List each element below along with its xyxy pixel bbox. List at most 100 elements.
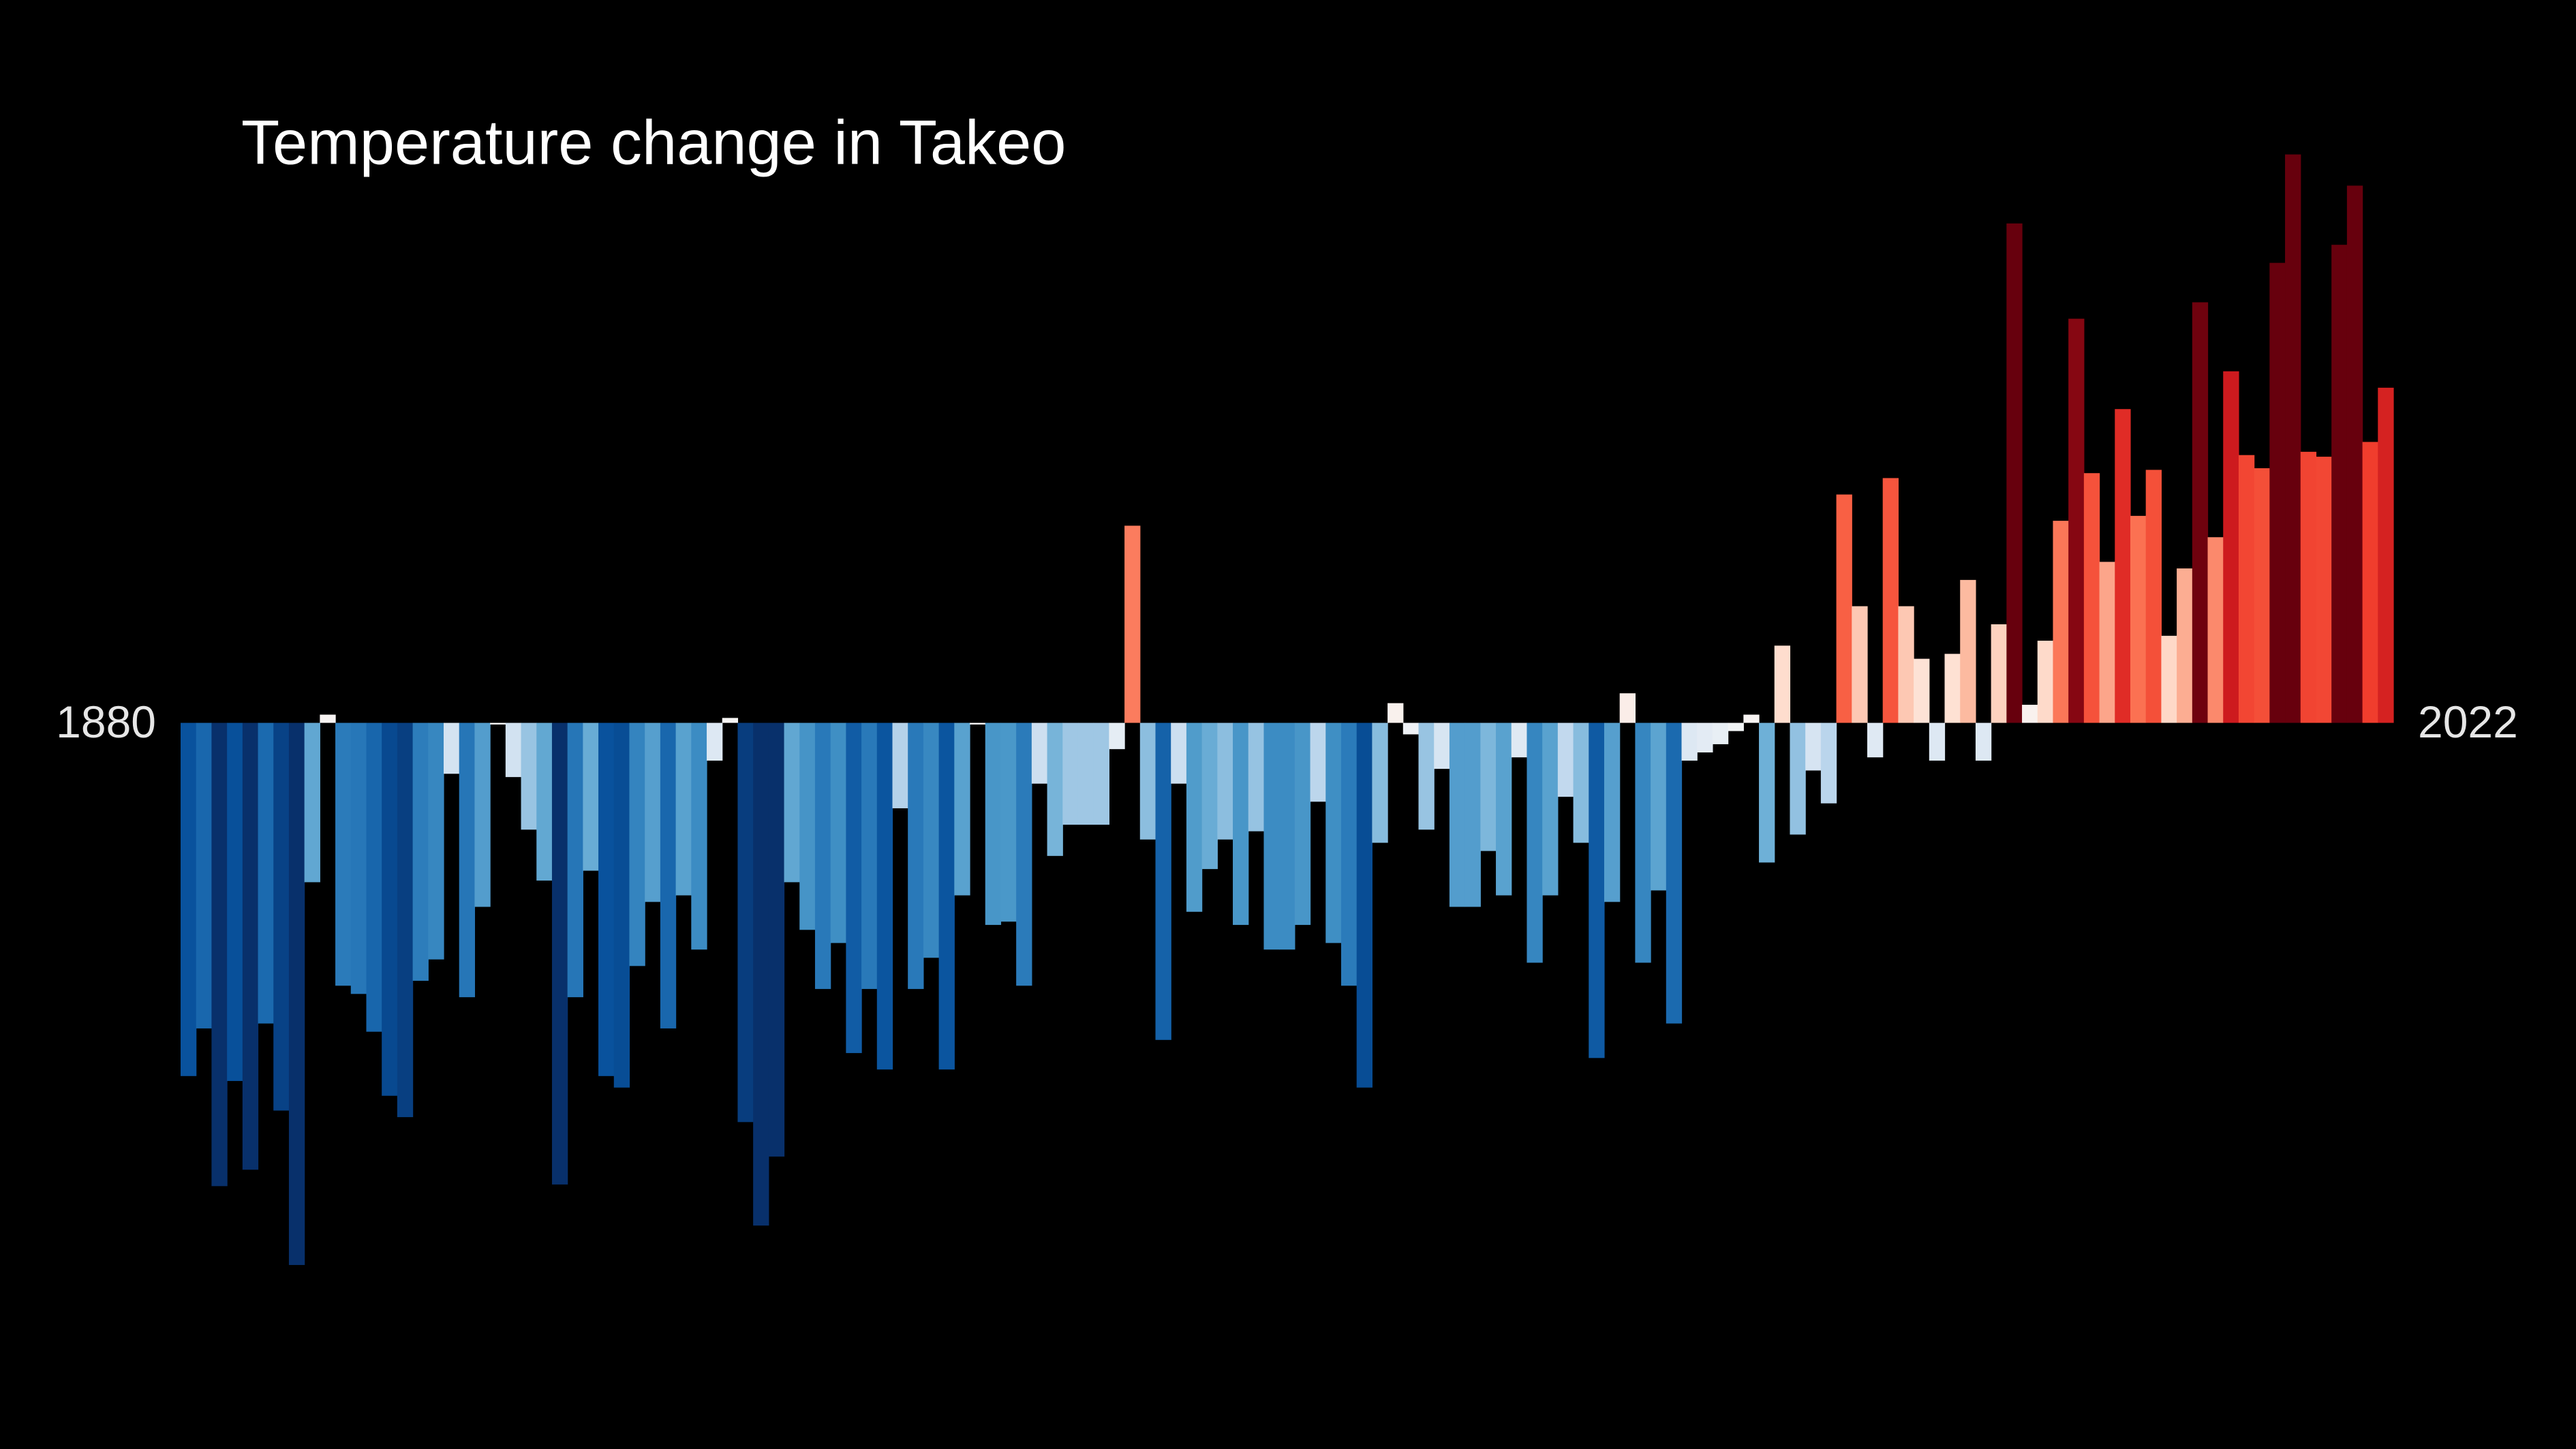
bar: [1743, 714, 1760, 723]
bar: [846, 722, 862, 1054]
bar: [382, 722, 398, 1096]
bar: [567, 722, 583, 998]
bar: [2022, 705, 2038, 723]
bar: [288, 722, 305, 1266]
bar: [1340, 722, 1358, 986]
bar: [2378, 387, 2394, 723]
bar: [227, 722, 243, 1082]
bar: [2006, 223, 2023, 723]
bar: [2316, 457, 2332, 723]
bar: [691, 722, 707, 950]
bar: [1774, 645, 1791, 723]
bar: [1882, 478, 1899, 723]
bar: [799, 722, 816, 930]
bar: [1047, 722, 1063, 856]
bar: [1109, 722, 1125, 750]
bar: [1635, 722, 1651, 963]
bar: [768, 722, 785, 1157]
bar: [1542, 722, 1559, 896]
bar: [2300, 451, 2317, 723]
bar: [490, 722, 506, 724]
bar: [660, 722, 677, 1028]
bar: [1681, 722, 1698, 761]
bar: [613, 722, 630, 1088]
bar: [2177, 568, 2193, 723]
bar: [2099, 562, 2115, 723]
bar: [876, 722, 893, 1070]
bar: [2207, 537, 2224, 723]
bar: [459, 722, 476, 998]
bar: [1016, 722, 1032, 986]
bar: [1867, 722, 1884, 758]
bar: [629, 722, 645, 966]
bar: [1217, 722, 1233, 840]
bar: [1031, 722, 1048, 784]
bar: [908, 722, 924, 990]
bar: [2115, 409, 2131, 723]
bar: [2083, 473, 2100, 723]
bar: [2285, 154, 2301, 723]
bar: [428, 722, 444, 960]
bar: [1790, 722, 1806, 835]
bar: [1697, 722, 1713, 752]
bar: [181, 722, 197, 1076]
bar: [938, 722, 955, 1070]
bar: [2068, 318, 2085, 723]
bar: [753, 722, 769, 1226]
bar: [1093, 722, 1109, 825]
bar: [536, 722, 553, 881]
bar: [707, 722, 723, 761]
bar: [1077, 722, 1094, 825]
bar: [1480, 722, 1497, 851]
bar: [2223, 371, 2239, 723]
chart-title: Temperature change in Takeo: [241, 108, 1066, 177]
bar: [2053, 521, 2069, 723]
bar: [1124, 525, 1141, 723]
bar: [1201, 722, 1218, 870]
bar: [1434, 722, 1450, 769]
bar: [521, 722, 537, 830]
bar: [1449, 722, 1466, 907]
bar: [1171, 722, 1187, 784]
bar: [598, 722, 615, 1076]
bar: [1666, 722, 1683, 1024]
bar: [1139, 722, 1156, 840]
bar: [1511, 722, 1528, 758]
bar: [2130, 515, 2147, 723]
bar: [1651, 722, 1667, 891]
bar: [1465, 722, 1481, 907]
bar: [1960, 579, 1976, 723]
bar: [1836, 494, 1852, 723]
bar: [2331, 245, 2348, 723]
bar: [814, 722, 831, 990]
x-tick-label: 2022: [2418, 697, 2518, 747]
bar: [242, 722, 259, 1170]
bar: [1263, 722, 1280, 950]
bar: [1728, 722, 1744, 731]
bar: [954, 722, 970, 896]
bar: [2161, 635, 2177, 723]
bar: [1944, 654, 1961, 723]
bar: [335, 722, 352, 986]
bar: [1186, 722, 1203, 912]
bar: [444, 722, 460, 774]
bar: [1402, 722, 1420, 735]
bar: [892, 722, 908, 808]
bar: [1573, 722, 1589, 843]
bar: [784, 722, 800, 883]
bar: [1062, 722, 1079, 825]
bar: [861, 722, 878, 990]
bar: [1279, 722, 1295, 950]
bar: [2346, 185, 2363, 723]
bar: [1155, 722, 1171, 1040]
bar: [1805, 722, 1822, 771]
bar: [196, 722, 213, 1028]
bar: [412, 722, 429, 981]
bar: [2269, 262, 2286, 723]
bar: [1248, 722, 1265, 832]
bar: [1496, 722, 1512, 896]
bar: [1356, 722, 1373, 1088]
bar: [1929, 722, 1946, 761]
bar: [1820, 722, 1837, 804]
